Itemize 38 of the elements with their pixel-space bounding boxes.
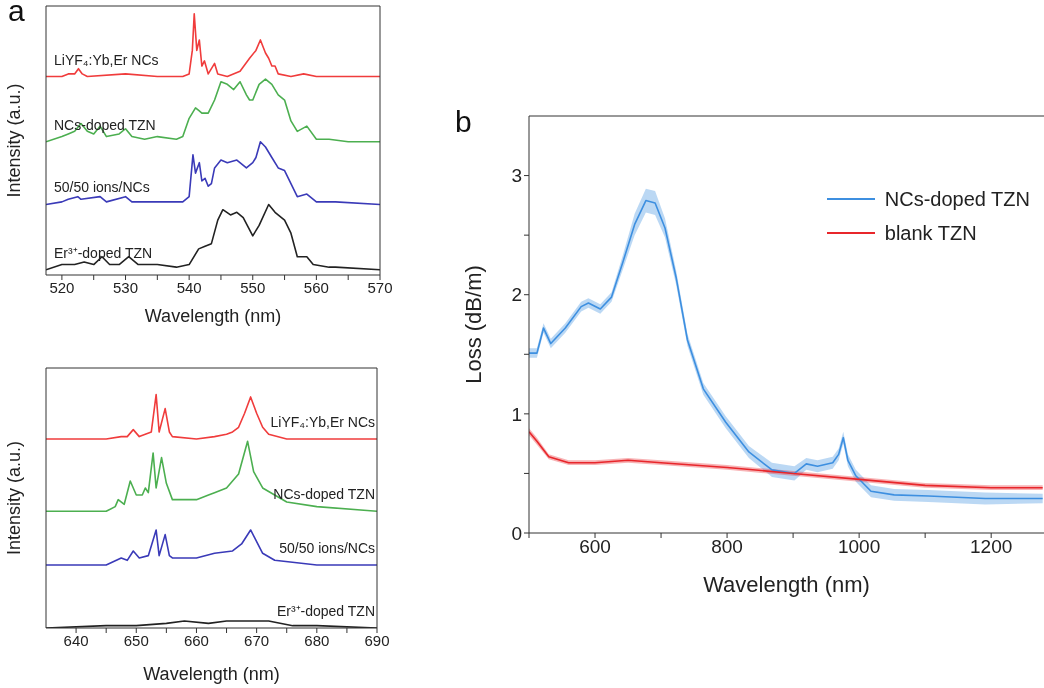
x-tick-label: 600 (579, 536, 611, 558)
legend-label: NCs-doped TZN (884, 187, 1030, 211)
x-tick-label: 530 (113, 278, 139, 296)
x-axis-title: Wavelength (nm) (144, 306, 282, 326)
y-axis-title: Intensity (a.u.) (4, 83, 25, 198)
x-tick-label: 1000 (837, 536, 881, 558)
x-tick-label: 1200 (970, 536, 1013, 558)
x-tick-label: 800 (711, 536, 743, 558)
x-axis-title: Wavelength (nm) (143, 664, 280, 684)
x-tick-label: 690 (364, 631, 390, 649)
y-tick-label: 3 (511, 165, 522, 187)
series-label: 50/50 ions/NCs (54, 179, 150, 196)
series-label: Er³⁺-doped TZN (276, 603, 375, 619)
series-label: NCs-doped TZN (273, 486, 375, 503)
x-tick-label: 680 (304, 631, 330, 649)
x-tick-label: 520 (49, 278, 75, 296)
x-tick-label: 650 (123, 631, 149, 649)
x-tick-label: 640 (63, 631, 89, 649)
series-label: LiYF₄:Yb,Er NCs (270, 413, 375, 430)
y-tick-label: 0 (511, 522, 522, 544)
series-label: Er³⁺-doped TZN (54, 244, 153, 261)
x-axis-title: Wavelength (nm) (703, 572, 870, 597)
y-axis-title: Intensity (a.u.) (4, 440, 25, 556)
text: a (8, 0, 25, 28)
x-tick-label: 570 (367, 278, 393, 296)
series-label: NCs-doped TZN (54, 116, 156, 133)
x-tick-label: 540 (176, 278, 202, 296)
x-tick-label: 550 (240, 278, 266, 296)
series-label: 50/50 ions/NCs (279, 539, 375, 556)
y-tick-label: 2 (511, 284, 522, 306)
y-tick-label: 1 (511, 403, 522, 425)
legend-label: blank TZN (884, 221, 977, 245)
x-tick-label: 670 (244, 631, 270, 649)
text: b (455, 105, 472, 139)
x-tick-label: 660 (183, 631, 209, 649)
y-axis-title: Loss (dB/m) (460, 265, 486, 384)
x-tick-label: 560 (303, 278, 329, 296)
series-label: LiYF₄:Yb,Er NCs (54, 51, 159, 68)
